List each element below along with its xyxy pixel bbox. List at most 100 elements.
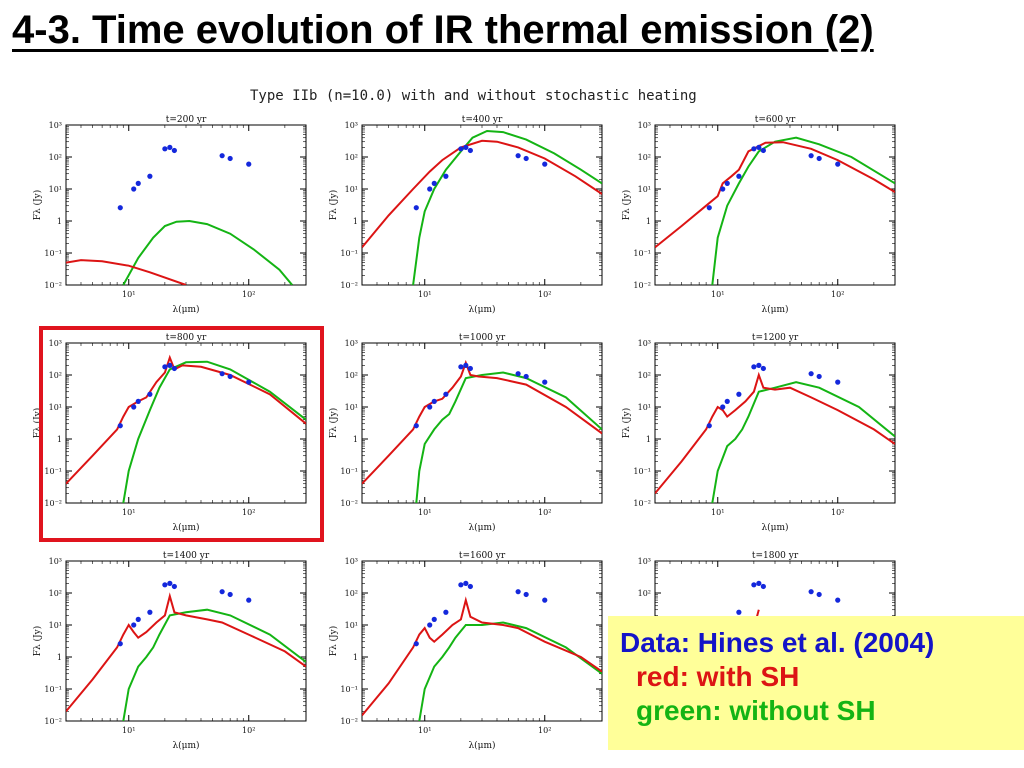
y-tick-label: 10⁻² [44,281,62,290]
y-tick-label: 10² [49,589,62,598]
y-axis-label: Fλ (Jy) [32,190,43,221]
observed-point [219,589,225,595]
observed-point [458,146,464,152]
y-tick-label: 10² [638,589,651,598]
y-axis-label: Fλ (Jy) [32,626,43,657]
panel-2: 10⁻² 10⁻¹ 1 10¹ 10² 10³ 10¹ 10² t=400 yr Fλ (Jy) λ… [328,115,603,315]
x-axis-label: λ(μm) [172,522,199,533]
y-tick-label: 10³ [638,557,651,566]
x-tick-label: 10¹ [122,290,135,299]
y-axis-label: Fλ (Jy) [328,408,339,439]
panel-time-label: t=1800 yr [752,551,799,561]
y-tick-label: 10¹ [345,185,358,194]
y-tick-label: 10³ [638,121,651,130]
observed-point [542,597,548,603]
observed-point [736,609,742,615]
y-tick-label: 10³ [49,121,62,130]
observed-point [816,155,822,162]
observed-point [760,365,766,372]
red-curve-with-sh [362,596,602,717]
y-tick-label: 10² [638,153,651,162]
observed-point [171,583,177,590]
observed-point [131,404,137,410]
observed-point [463,580,469,586]
x-tick-label: 10¹ [711,290,724,299]
observed-point [443,391,449,397]
y-tick-label: 10² [638,371,651,380]
observed-point [835,161,841,167]
observed-point [227,155,233,162]
observed-point [542,161,548,167]
y-tick-label: 1 [57,435,62,444]
observed-point [147,609,153,615]
observed-point [523,591,529,598]
observed-point [171,147,177,154]
panel-frame [361,560,603,722]
observed-point [413,423,419,429]
y-tick-label: 1 [353,435,358,444]
red-curve-with-sh [655,141,895,249]
panel-time-label: t=1600 yr [459,551,506,561]
y-tick-label: 10³ [345,339,358,348]
x-tick-label: 10² [242,290,255,299]
panel-7: 10⁻² 10⁻¹ 1 10¹ 10² 10³ 10¹ 10² t=1400 yr Fλ (Jy)… [32,551,307,751]
observed-point [413,641,419,647]
green-curve-without-sh [412,129,602,285]
x-axis-label: λ(μm) [761,522,788,533]
green-legend-text: green: without SH [636,695,876,726]
observed-point [117,423,123,429]
observed-point [431,616,437,622]
y-tick-label: 10³ [638,339,651,348]
y-tick-label: 10² [345,371,358,380]
observed-point [515,371,521,377]
observed-point [227,373,233,380]
x-axis-label: λ(μm) [468,740,495,751]
red-curve-with-sh [362,359,602,485]
observed-point [724,398,730,404]
observed-point [751,146,757,152]
y-tick-label: 10² [345,153,358,162]
observed-point [720,186,726,192]
y-tick-label: 10³ [345,557,358,566]
red-legend-text: red: with SH [636,661,800,692]
y-tick-label: 10⁻² [340,499,358,508]
observed-point [467,583,473,590]
x-tick-label: 10² [242,726,255,735]
observed-point [246,379,252,385]
observed-point [167,362,173,368]
panel-time-label: t=200 yr [166,115,207,125]
observed-point [751,364,757,370]
y-tick-label: 10⁻² [633,281,651,290]
x-tick-label: 10¹ [711,508,724,517]
observed-point [706,423,712,429]
observed-point [162,146,168,152]
y-tick-label: 10⁻² [44,499,62,508]
y-tick-label: 10⁻¹ [44,249,62,258]
observed-point [246,597,252,603]
y-tick-label: 10¹ [638,403,651,412]
panel-time-label: t=800 yr [166,333,207,343]
panel-time-label: t=400 yr [462,115,503,125]
panel-8: 10⁻² 10⁻¹ 1 10¹ 10² 10³ 10¹ 10² t=1600 yr Fλ (Jy)… [328,551,603,751]
y-tick-label: 10⁻² [340,281,358,290]
panel-1: 10⁻² 10⁻¹ 1 10¹ 10² 10³ 10¹ 10² t=200 yr Fλ (Jy) λ… [32,115,307,315]
observed-point [523,155,529,162]
observed-point [431,180,437,186]
panel-frame [361,342,603,504]
data-source-text: Data: Hines et al. (2004) [620,627,935,658]
x-tick-label: 10² [538,290,551,299]
y-tick-label: 10¹ [345,403,358,412]
green-curve-without-sh [415,371,602,503]
observed-point [162,364,168,370]
observed-point [816,591,822,598]
panel-3: 10⁻² 10⁻¹ 1 10¹ 10² 10³ 10¹ 10² t=600 yr Fλ (Jy) λ… [621,115,896,315]
red-curve-with-sh [655,371,895,495]
red-curve-with-sh [66,259,187,285]
y-tick-label: 10⁻¹ [340,249,358,258]
x-tick-label: 10¹ [122,508,135,517]
observed-point [135,180,141,186]
y-tick-label: 10¹ [49,621,62,630]
y-tick-label: 1 [646,435,651,444]
observed-point [542,379,548,385]
x-axis-label: λ(μm) [172,304,199,315]
